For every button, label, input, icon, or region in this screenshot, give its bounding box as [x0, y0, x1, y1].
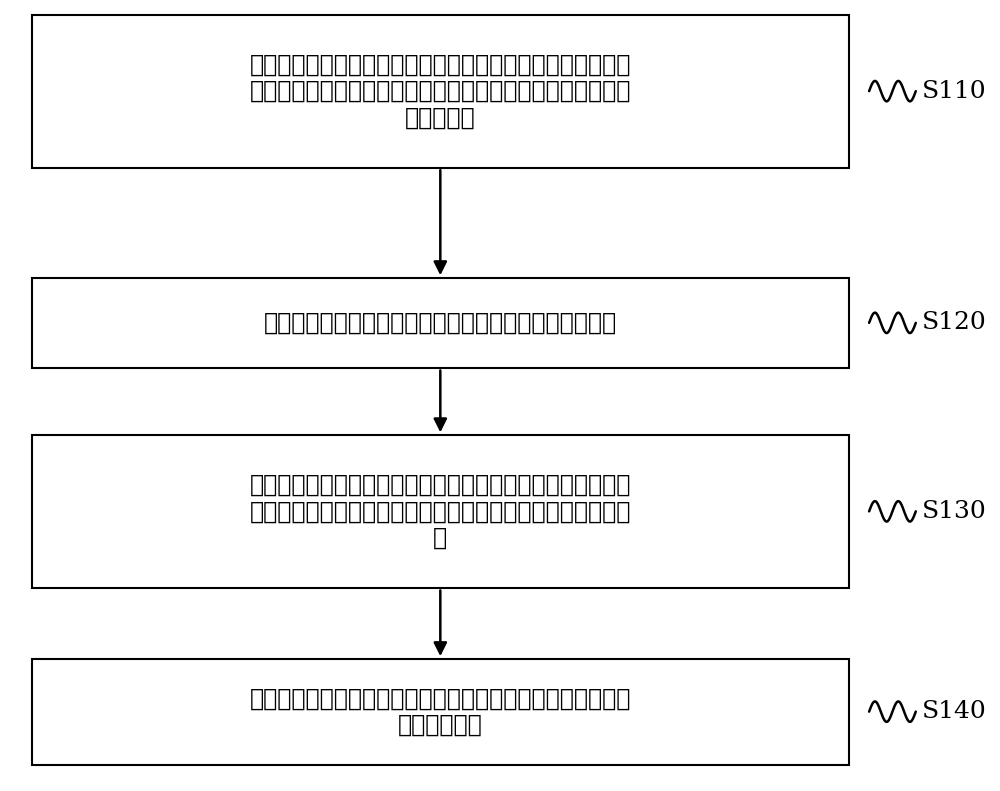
FancyBboxPatch shape: [32, 435, 849, 588]
Text: 一关系变化式通过聚光镜场所在地天气数据与镜面反射率的变: 一关系变化式通过聚光镜场所在地天气数据与镜面反射率的变: [250, 79, 631, 103]
Text: 获取聚光镜场内镜面反射率与光学效率的第二关系变化式: 获取聚光镜场内镜面反射率与光学效率的第二关系变化式: [264, 311, 617, 335]
FancyBboxPatch shape: [32, 659, 849, 765]
Text: 化关系确定: 化关系确定: [405, 105, 476, 129]
Text: 反射率，确定按照清洁周期对聚光镜场进行清洗的年发电损失: 反射率，确定按照清洁周期对聚光镜场进行清洗的年发电损失: [250, 499, 631, 524]
FancyBboxPatch shape: [32, 278, 849, 368]
Text: 根据第一关系变化式及第二关系变化式，结合给定的目标镜面: 根据第一关系变化式及第二关系变化式，结合给定的目标镜面: [250, 473, 631, 498]
Text: S140: S140: [922, 700, 986, 723]
Text: S120: S120: [922, 312, 986, 335]
Text: S130: S130: [922, 500, 986, 523]
Text: 件的清洁周期: 件的清洁周期: [398, 713, 483, 736]
FancyBboxPatch shape: [32, 14, 849, 168]
Text: 获取聚光镜场内镜面反射率与清洁周期的第一关系变化式，第: 获取聚光镜场内镜面反射率与清洁周期的第一关系变化式，第: [250, 53, 631, 77]
Text: 量: 量: [433, 525, 447, 550]
Text: S110: S110: [922, 80, 986, 103]
Text: 通过年发电损失量构建的目标函数模型，获得满足设定约束条: 通过年发电损失量构建的目标函数模型，获得满足设定约束条: [250, 687, 631, 710]
